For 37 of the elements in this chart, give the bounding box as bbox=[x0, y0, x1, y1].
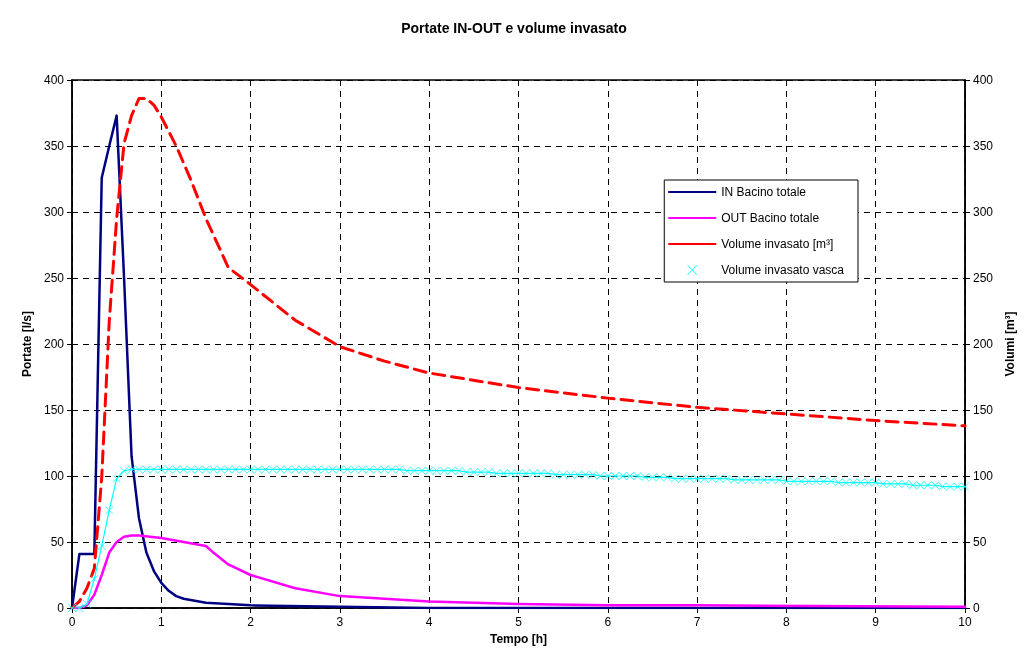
y2-tick-label: 250 bbox=[973, 271, 994, 285]
y-tick-label: 300 bbox=[43, 205, 65, 219]
x-tick-label: 9 bbox=[872, 615, 880, 629]
y-tick-label: 400 bbox=[43, 73, 65, 87]
x-tick-label: 7 bbox=[693, 615, 701, 629]
y-axis-title: Portate [l/s] bbox=[20, 310, 35, 378]
y-tick-label: 50 bbox=[50, 535, 65, 549]
y-tick-label: 0 bbox=[57, 601, 65, 615]
x-tick-label: 3 bbox=[336, 615, 344, 629]
y2-tick-label: 350 bbox=[973, 139, 994, 153]
y-tick-label: 350 bbox=[43, 139, 65, 153]
legend-label: Volume invasato [m³] bbox=[721, 237, 834, 251]
x-tick-label: 4 bbox=[425, 615, 433, 629]
x-tick-label: 5 bbox=[515, 615, 523, 629]
y2-tick-label: 150 bbox=[973, 403, 994, 417]
legend-label: IN Bacino totale bbox=[721, 185, 807, 199]
y2-tick-label: 100 bbox=[973, 469, 994, 483]
x-tick-label: 6 bbox=[604, 615, 612, 629]
y2-tick-label: 400 bbox=[973, 73, 994, 87]
y-tick-label: 250 bbox=[43, 271, 65, 285]
y2-tick-label: 300 bbox=[973, 205, 994, 219]
x-tick-label: 1 bbox=[157, 615, 165, 629]
x-tick-label: 8 bbox=[783, 615, 791, 629]
x-axis-title: Tempo [h] bbox=[489, 631, 548, 646]
y-tick-label: 100 bbox=[43, 469, 65, 483]
x-tick-label: 10 bbox=[958, 615, 972, 629]
y2-tick-label: 200 bbox=[973, 337, 994, 351]
y2-tick-label: 50 bbox=[973, 535, 987, 549]
x-tick-label: 0 bbox=[68, 615, 76, 629]
y-tick-label: 200 bbox=[43, 337, 65, 351]
y2-tick-label: 0 bbox=[973, 601, 980, 615]
legend-label: OUT Bacino totale bbox=[721, 211, 820, 225]
y2-axis-title: Volumi [m³] bbox=[1002, 311, 1017, 377]
legend-label: Volume invasato vasca bbox=[721, 263, 845, 277]
y-tick-label: 150 bbox=[43, 403, 65, 417]
chart-title: Portate IN-OUT e volume invasato bbox=[401, 20, 627, 36]
x-tick-label: 2 bbox=[247, 615, 255, 629]
